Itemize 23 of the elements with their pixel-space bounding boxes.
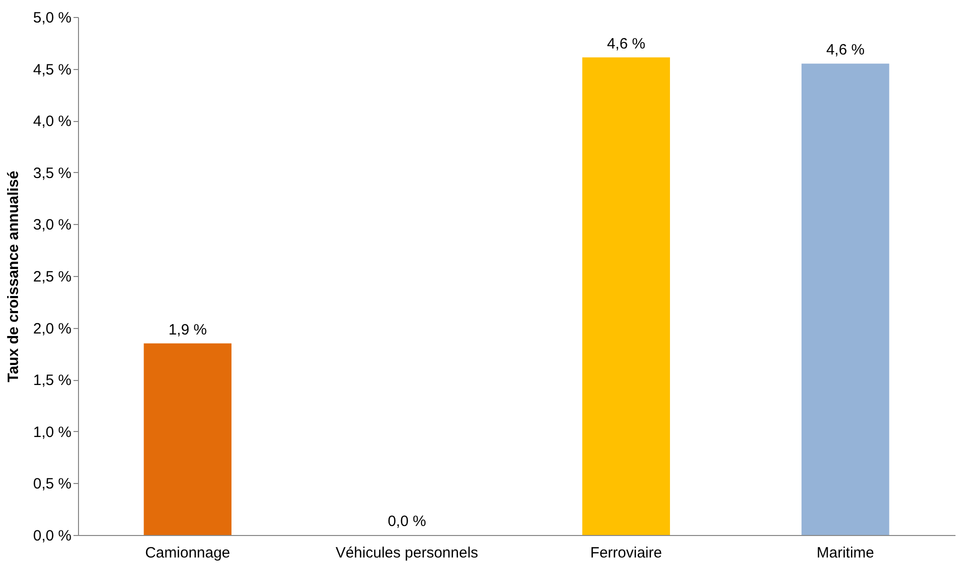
y-tick-label: 5,0 % (33, 10, 72, 26)
y-tick-label: 2,5 % (33, 268, 72, 286)
y-tick-label: 0,5 % (33, 476, 72, 493)
y-tick-label: 3,0 % (33, 216, 72, 234)
x-tick-label: Véhicules personnels (336, 544, 478, 562)
y-tick-label: 1,5 % (33, 372, 72, 390)
y-axis-title: Taux de croissance annualisé (5, 170, 22, 382)
x-tick-label: Ferroviaire (590, 544, 662, 562)
data-label: 4,6 % (606, 35, 646, 52)
bar (582, 57, 670, 535)
y-tick-label: 3,5 % (33, 164, 72, 182)
y-tick-label: 4,0 % (33, 113, 72, 130)
x-tick-label: Camionnage (145, 544, 230, 562)
y-tick-label: 1,0 % (33, 424, 72, 441)
data-label: 4,6 % (826, 42, 865, 59)
y-tick-label: 4,5 % (33, 61, 72, 78)
bar (802, 64, 890, 535)
data-label: 1,9 % (168, 321, 207, 338)
bar (144, 343, 232, 535)
y-tick-label: 0,0 % (33, 528, 72, 544)
y-tick-label: 2,0 % (33, 320, 72, 338)
data-label: 0,0 % (388, 513, 426, 530)
x-tick-label: Maritime (816, 544, 874, 562)
